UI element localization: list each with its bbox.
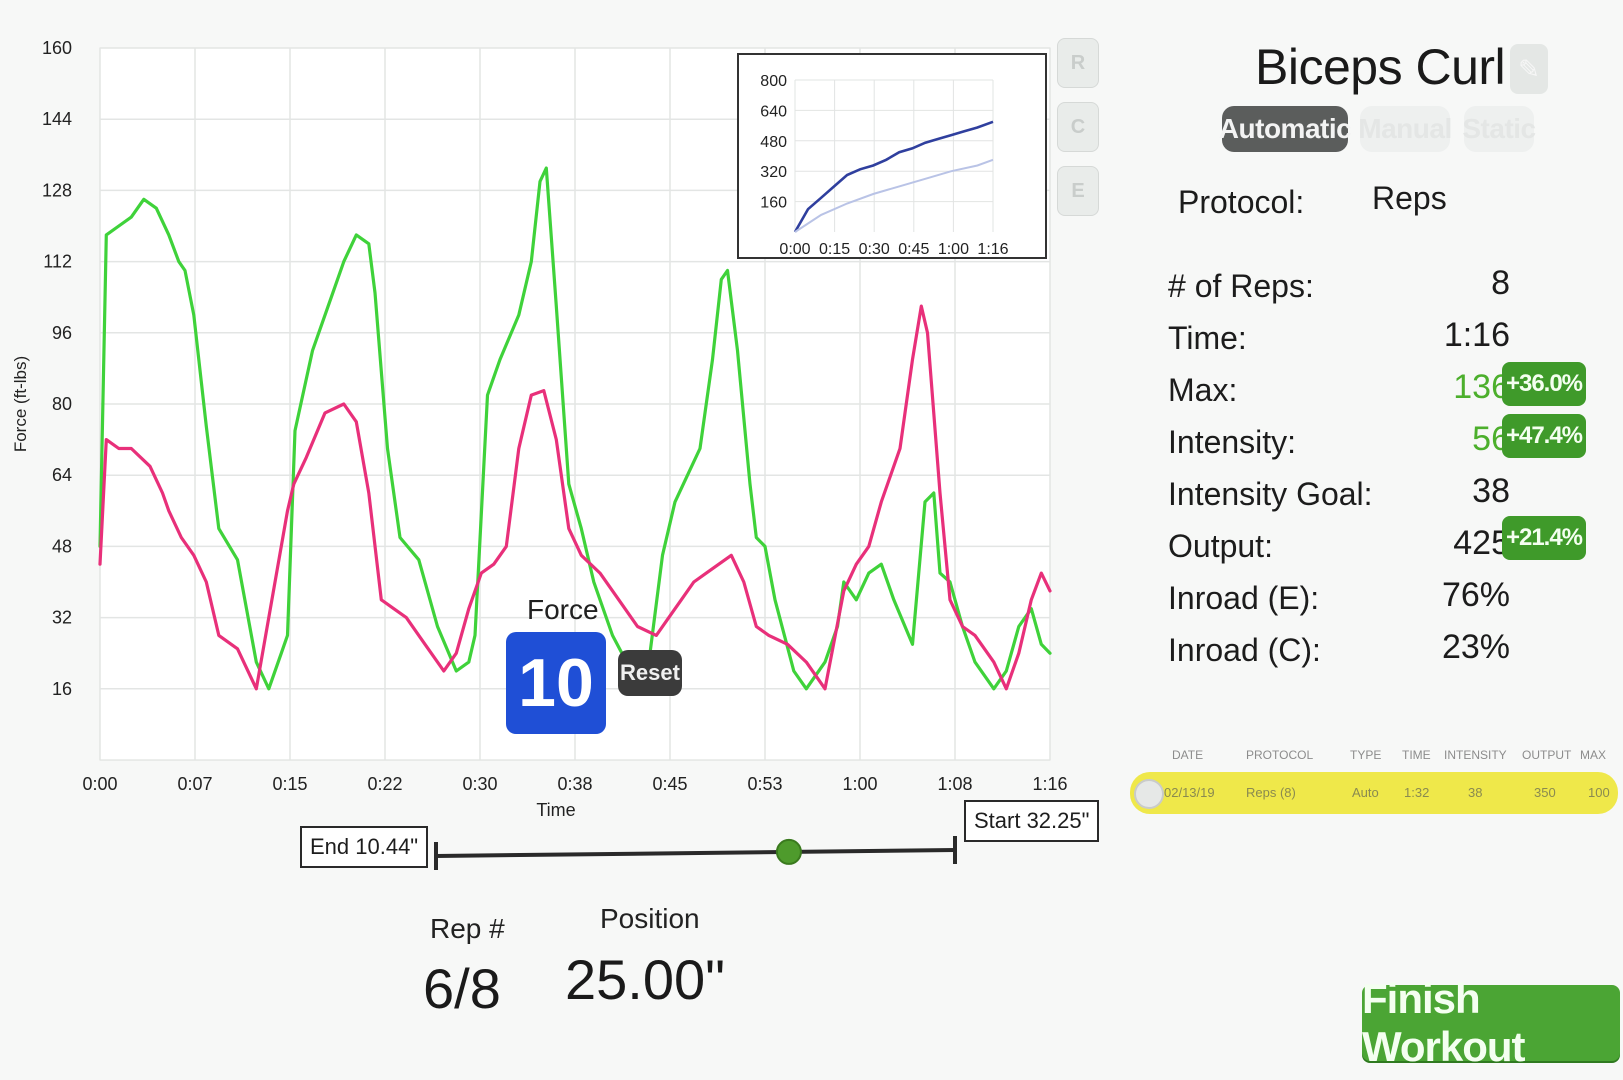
range-end-label: End 10.44" xyxy=(300,826,429,868)
stat-label-time: Time: xyxy=(1168,320,1247,356)
history-row-icon[interactable] xyxy=(1134,779,1164,809)
inset-x-tick-label: 0:30 xyxy=(859,241,890,258)
series-line-eccentric xyxy=(98,304,1052,691)
history-row[interactable] xyxy=(1130,772,1618,814)
stat-badge-max: +36.0% xyxy=(1502,362,1586,406)
x-tick-label: 1:00 xyxy=(842,774,877,794)
position-value: 25.00" xyxy=(565,948,726,1011)
force-value: 10 xyxy=(506,632,606,734)
x-tick-label: 0:15 xyxy=(272,774,307,794)
inset-x-tick-label: 0:00 xyxy=(779,241,810,258)
y-tick-label: 128 xyxy=(42,180,72,200)
history-header-output: OUTPUT xyxy=(1522,748,1572,762)
rep-label: Rep # xyxy=(430,913,505,944)
inset-y-tick-label: 640 xyxy=(760,103,787,120)
inset-x-tick-label: 0:15 xyxy=(819,241,850,258)
toggle-c-button[interactable]: C xyxy=(1057,102,1099,152)
protocol-value: Reps xyxy=(1372,180,1447,216)
inset-y-tick-label: 320 xyxy=(760,164,787,181)
stat-badge-intensity: +47.4% xyxy=(1502,414,1586,458)
edit-icon[interactable]: ✎ xyxy=(1510,44,1548,94)
stat-value-reps: 8 xyxy=(1491,264,1510,302)
history-cell-max: 100 xyxy=(1588,785,1610,800)
inset-y-tick-label: 160 xyxy=(760,195,787,212)
y-tick-label: 16 xyxy=(52,679,72,699)
rep-value: 6/8 xyxy=(423,957,501,1020)
inset-x-tick-label: 1:00 xyxy=(938,241,969,258)
stat-label-inroad-e: Inroad (E): xyxy=(1168,580,1320,616)
history-header-time: TIME xyxy=(1402,748,1431,762)
force-label: Force xyxy=(527,594,599,625)
history-cell-intensity: 38 xyxy=(1468,785,1483,800)
history-cell-protocol: Reps (8) xyxy=(1246,785,1296,800)
inset-series-line-secondary xyxy=(794,158,994,233)
range-track xyxy=(435,848,956,858)
stat-value-time: 1:16 xyxy=(1443,316,1510,354)
x-tick-label: 0:53 xyxy=(747,774,782,794)
inset-y-tick-label: 480 xyxy=(760,134,787,151)
stat-label-intensity: Intensity: xyxy=(1168,424,1297,460)
x-tick-label: 1:08 xyxy=(937,774,972,794)
series-line-concentric xyxy=(98,166,1052,691)
x-tick-label: 0:00 xyxy=(82,774,117,794)
stat-value-intensity-goal: 38 xyxy=(1472,472,1510,510)
history-cell-output: 350 xyxy=(1534,785,1556,800)
mode-automatic-button[interactable]: Automatic xyxy=(1219,106,1352,152)
history-cell-date: 02/13/19 xyxy=(1164,785,1215,800)
history-header-intensity: INTENSITY xyxy=(1444,748,1507,762)
stat-label-intensity-goal: Intensity Goal: xyxy=(1168,476,1373,512)
exercise-title: Biceps Curl xyxy=(1255,39,1506,95)
y-tick-label: 160 xyxy=(42,38,72,58)
x-tick-label: 0:07 xyxy=(177,774,212,794)
y-tick-label: 64 xyxy=(52,465,72,485)
x-tick-label: 0:22 xyxy=(367,774,402,794)
x-tick-label: 0:38 xyxy=(557,774,592,794)
y-tick-label: 96 xyxy=(52,323,72,343)
x-tick-label: 0:45 xyxy=(652,774,687,794)
inset-x-tick-label: 0:45 xyxy=(898,241,929,258)
range-start-label: Start 32.25" xyxy=(964,800,1100,842)
x-axis-label: Time xyxy=(536,800,575,820)
inset-x-tick-label: 1:16 xyxy=(977,241,1008,258)
history-header-protocol: PROTOCOL xyxy=(1246,748,1314,762)
y-tick-label: 112 xyxy=(43,252,72,272)
stat-badge-output: +21.4% xyxy=(1502,516,1586,560)
y-tick-label: 48 xyxy=(52,536,72,556)
stat-label-max: Max: xyxy=(1168,372,1238,408)
mode-manual-button[interactable]: Manual xyxy=(1358,106,1452,152)
x-tick-label: 1:16 xyxy=(1032,774,1067,794)
protocol-label: Protocol: xyxy=(1178,184,1305,220)
mode-static-button[interactable]: Static xyxy=(1462,106,1536,152)
stat-value-max: 136 xyxy=(1453,368,1510,406)
y-tick-label: 32 xyxy=(52,608,72,628)
inset-y-tick-label: 800 xyxy=(760,73,787,90)
toggle-r-button[interactable]: R xyxy=(1057,38,1099,88)
history-header-type: TYPE xyxy=(1350,748,1382,762)
history-cell-time: 1:32 xyxy=(1404,785,1430,800)
finish-workout-button[interactable]: Finish Workout xyxy=(1362,975,1620,1070)
stat-label-output: Output: xyxy=(1168,528,1273,564)
stat-label-inroad-c: Inroad (C): xyxy=(1168,632,1321,668)
inset-series-line xyxy=(793,120,994,233)
stat-value-output: 425 xyxy=(1453,524,1510,562)
reset-button[interactable]: Reset xyxy=(618,650,682,696)
history-header-date: DATE xyxy=(1172,748,1204,762)
stat-label-reps: # of Reps: xyxy=(1168,268,1314,304)
y-tick-label: 80 xyxy=(52,394,72,414)
position-label: Position xyxy=(600,903,700,934)
y-tick-label: 144 xyxy=(42,109,72,129)
y-axis-label: Force (ft-lbs) xyxy=(11,356,30,452)
position-slider-handle[interactable] xyxy=(775,838,802,865)
stat-value-inroad-e: 76% xyxy=(1441,576,1510,614)
history-cell-type: Auto xyxy=(1352,785,1379,800)
x-tick-label: 0:30 xyxy=(462,774,497,794)
stat-value-inroad-c: 23% xyxy=(1441,628,1510,666)
history-header-max: MAX xyxy=(1580,748,1607,762)
toggle-e-button[interactable]: E xyxy=(1057,166,1099,216)
